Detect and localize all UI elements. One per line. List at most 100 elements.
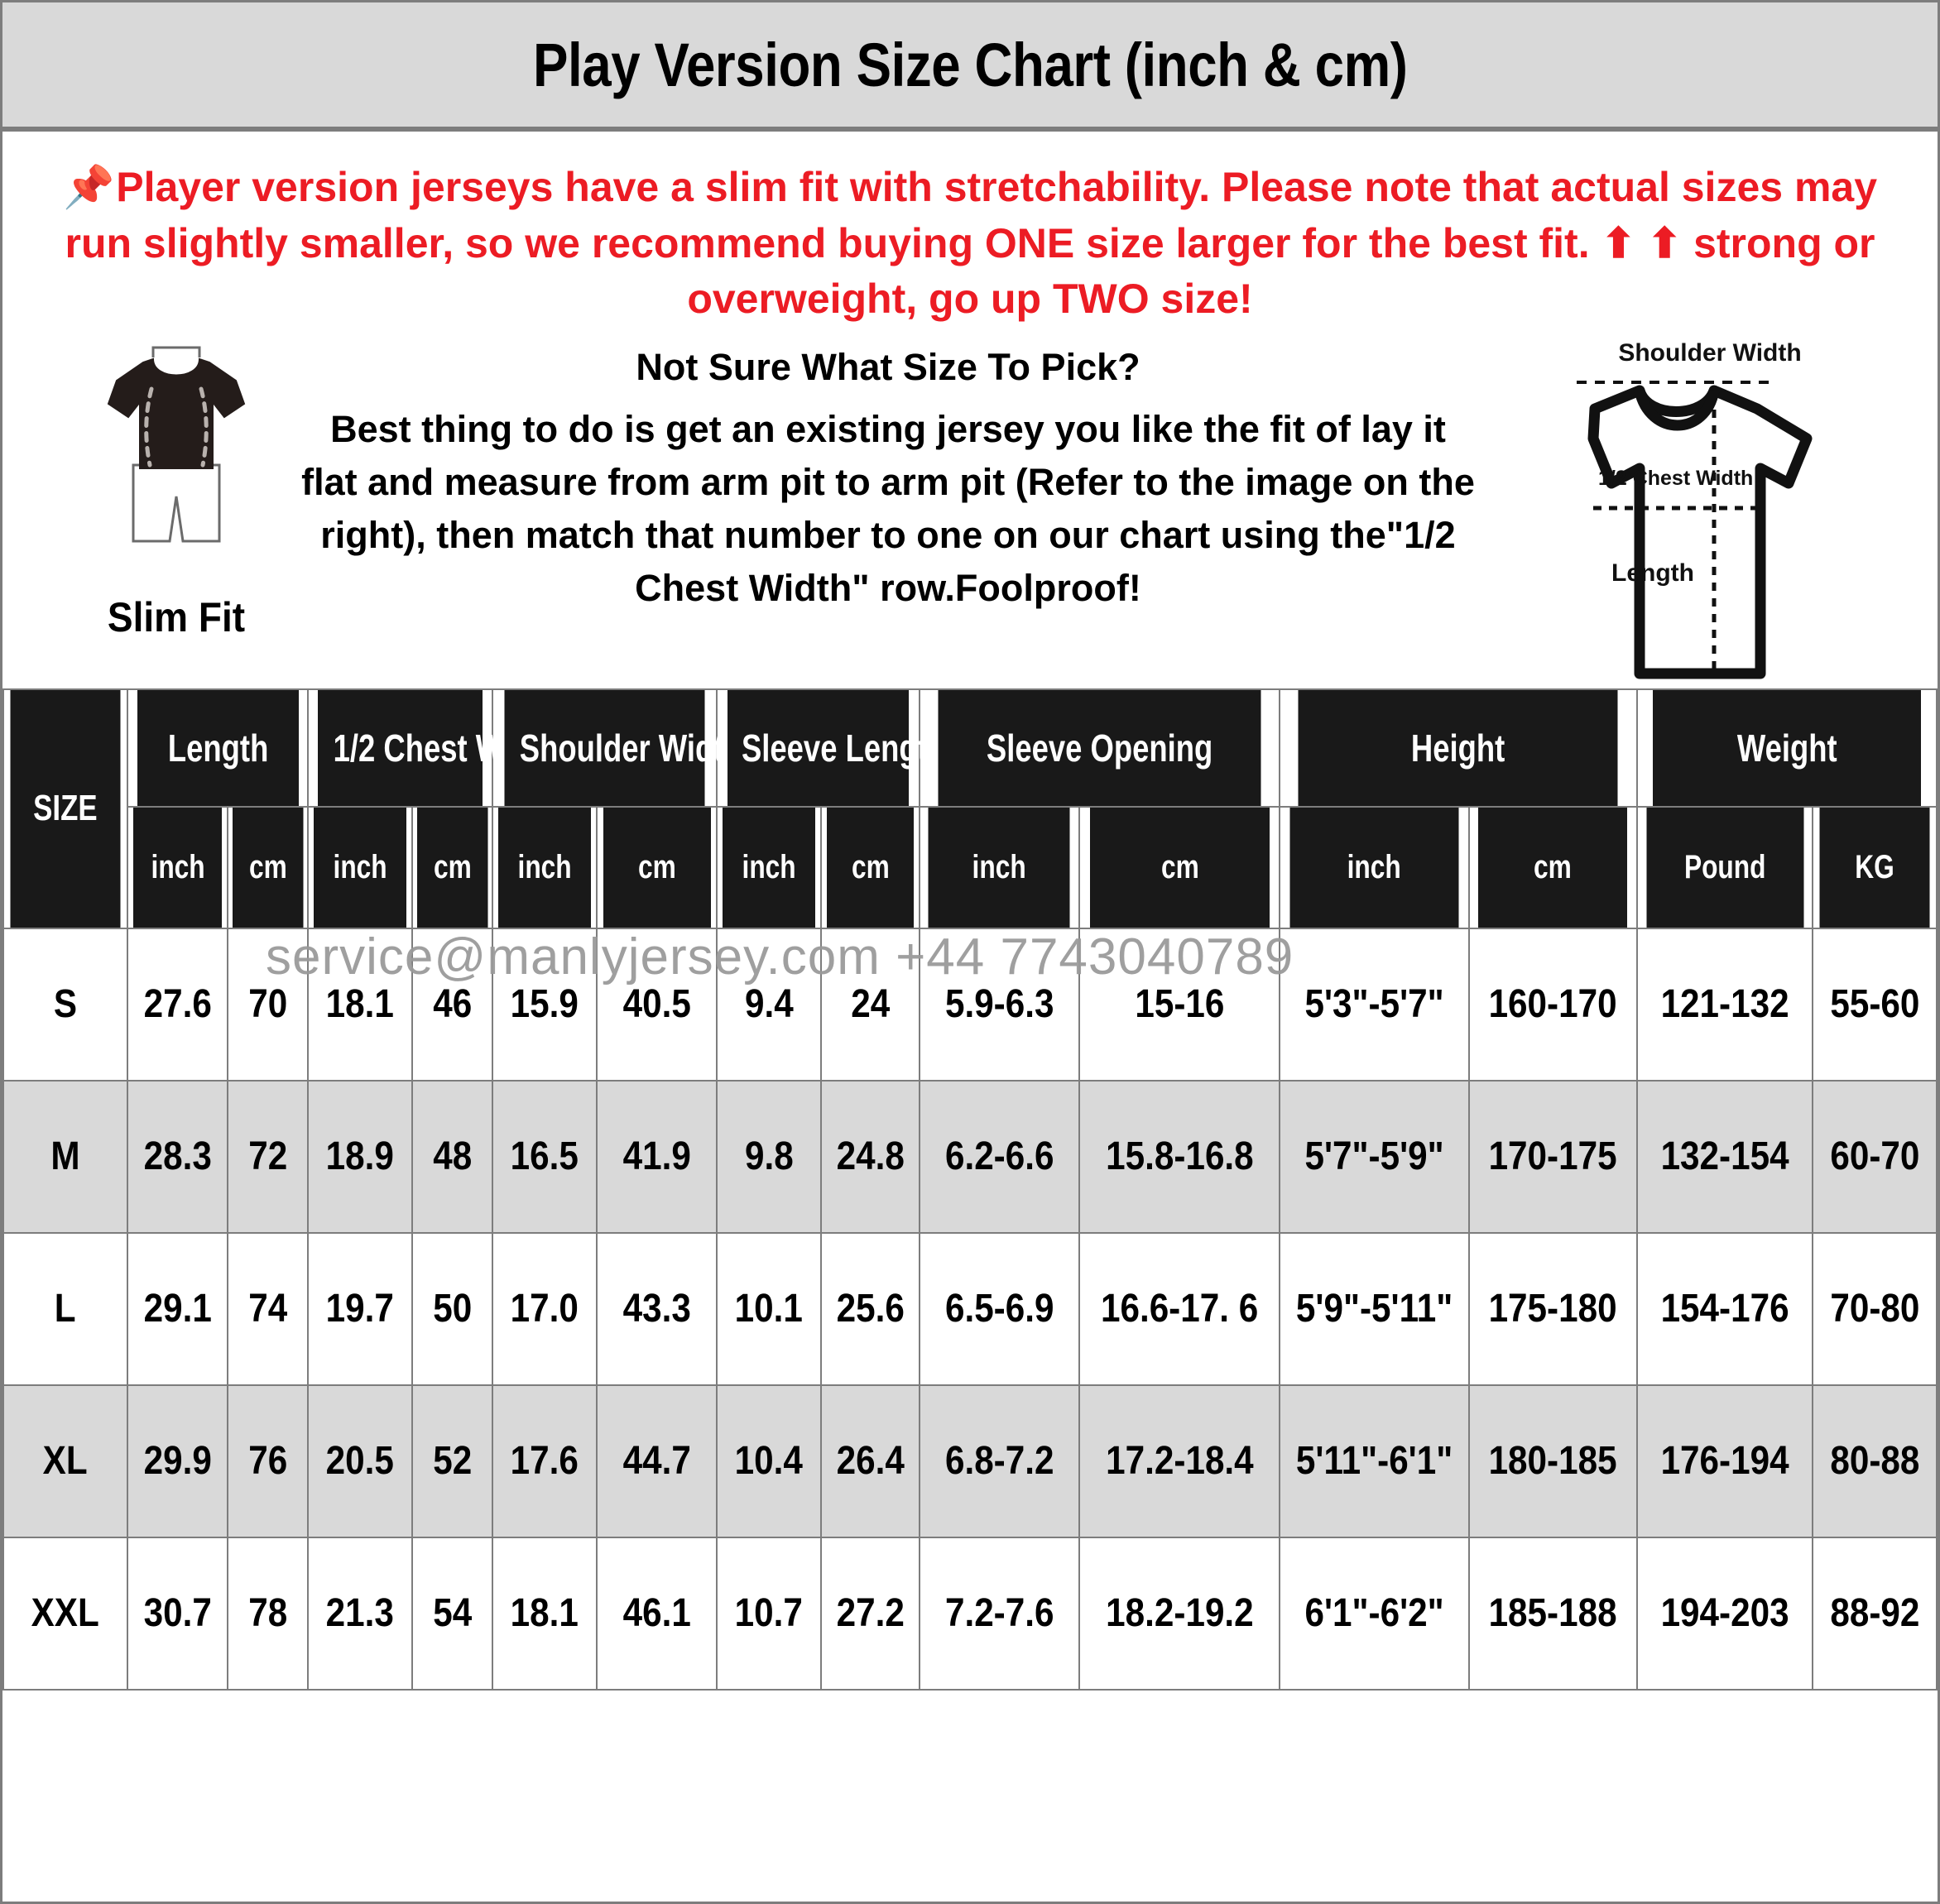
cell-value: 17.6	[492, 1384, 598, 1538]
cell-value: 50	[411, 1231, 494, 1386]
diagram-half-chest-width-label: 1/2 Chest Width	[1598, 467, 1753, 490]
cell-value: 121-132	[1635, 927, 1814, 1081]
cell-value: 6'1"-6'2"	[1279, 1536, 1471, 1691]
cell-value: 18.1	[492, 1536, 598, 1691]
cell-value: 10.4	[716, 1384, 822, 1538]
cell-value: 18.2-19.2	[1078, 1536, 1281, 1691]
cell-value: 26.4	[819, 1384, 921, 1538]
cell-value: 18.1	[307, 927, 413, 1081]
how-to-question: Not Sure What Size To Pick?	[636, 345, 1140, 388]
size-chart-table: SIZE Length 1/2 Chest Width Shoulder Wid…	[2, 688, 1938, 1691]
header-unit-half-chest-cm: cm	[415, 805, 490, 929]
cell-value: 175-180	[1468, 1231, 1638, 1386]
cell-value: 10.1	[716, 1231, 822, 1386]
cell-value: 30.7	[126, 1536, 229, 1691]
cell-value: 180-185	[1468, 1384, 1638, 1538]
guidance-section: Slim Fit Not Sure What Size To Pick? Bes…	[2, 333, 1938, 688]
tshirt-measurement-icon: Shoulder Width 1/2 Chest Width Length	[1515, 333, 1904, 693]
cell-size: L	[2, 1231, 128, 1386]
header-unit-weight-pound: Pound	[1645, 805, 1805, 929]
header-unit-half-chest-inch: inch	[312, 805, 408, 929]
page-title: Play Version Size Chart (inch & cm)	[532, 30, 1408, 99]
cell-value: 46	[411, 927, 494, 1081]
cell-value: 52	[411, 1384, 494, 1538]
cell-value: 28.3	[126, 1079, 229, 1234]
cell-value: 20.5	[307, 1384, 413, 1538]
cell-value: 17.0	[492, 1231, 598, 1386]
cell-value: 44.7	[595, 1384, 718, 1538]
cell-value: 24	[819, 927, 921, 1081]
header-group-sleeve-length: Sleeve Length	[726, 688, 946, 808]
header-group-shoulder-width: Shoulder Width	[502, 688, 742, 808]
cell-value: 60-70	[1812, 1079, 1938, 1234]
cell-value: 80-88	[1812, 1384, 1938, 1538]
header-unit-sleeve-opening-inch: inch	[926, 805, 1072, 929]
table-header-units: inch cm inch cm inch cm inch cm inch cm …	[3, 805, 1937, 929]
cell-value: 24.8	[819, 1079, 921, 1234]
cell-value: 25.6	[819, 1231, 921, 1386]
cell-value: 29.9	[126, 1384, 229, 1538]
cell-value: 41.9	[595, 1079, 718, 1234]
header-unit-sleeve-length-cm: cm	[824, 805, 916, 929]
cell-value: 6.8-7.2	[919, 1384, 1080, 1538]
table-row: S 27.6 70 18.1 46 15.9 40.5 9.4 24 5.9-6…	[2, 927, 1938, 1081]
cell-value: 76	[227, 1384, 310, 1538]
cell-value: 48	[411, 1079, 494, 1234]
cell-value: 6.5-6.9	[919, 1231, 1080, 1386]
slim-fit-block: Slim Fit	[52, 341, 300, 641]
pushpin-icon: 📌	[62, 164, 115, 210]
cell-value: 46.1	[595, 1536, 718, 1691]
how-to-body: Best thing to do is get an existing jers…	[301, 408, 1475, 610]
header-group-half-chest-width: 1/2 Chest Width	[316, 688, 559, 808]
cell-value: 27.2	[819, 1536, 921, 1691]
cell-value: 55-60	[1812, 927, 1938, 1081]
diagram-shoulder-width-label: Shoulder Width	[1618, 339, 1801, 367]
cell-value: 10.7	[716, 1536, 822, 1691]
cell-value: 5'7"-5'9"	[1279, 1079, 1471, 1234]
cell-value: 9.8	[716, 1079, 822, 1234]
header-unit-sleeve-length-inch: inch	[721, 805, 817, 929]
cell-value: 43.3	[595, 1231, 718, 1386]
table-row: L 29.1 74 19.7 50 17.0 43.3 10.1 25.6 6.…	[2, 1231, 1938, 1386]
sizing-notice-text: Player version jerseys have a slim fit w…	[65, 164, 1878, 322]
header-unit-shoulder-cm: cm	[601, 805, 712, 929]
cell-size: M	[2, 1079, 128, 1234]
cell-value: 6.2-6.6	[919, 1079, 1080, 1234]
cell-value: 176-194	[1635, 1384, 1814, 1538]
cell-value: 16.6-17. 6	[1078, 1231, 1281, 1386]
cell-value: 154-176	[1635, 1231, 1814, 1386]
header-unit-shoulder-inch: inch	[497, 805, 593, 929]
slim-fit-label: Slim Fit	[107, 593, 246, 640]
cell-value: 5.9-6.3	[919, 927, 1080, 1081]
header-group-weight: Weight	[1650, 688, 1923, 808]
cell-value: 132-154	[1635, 1079, 1814, 1234]
cell-value: 9.4	[716, 927, 822, 1081]
diagram-length-label: Length	[1611, 559, 1694, 587]
header-size: SIZE	[8, 688, 122, 929]
header-group-sleeve-opening: Sleeve Opening	[937, 688, 1263, 808]
cell-value: 74	[227, 1231, 310, 1386]
cell-value: 5'3"-5'7"	[1279, 927, 1471, 1081]
cell-value: 7.2-7.6	[919, 1536, 1080, 1691]
header-group-length: Length	[135, 688, 300, 808]
header-unit-sleeve-opening-cm: cm	[1088, 805, 1271, 929]
cell-value: 40.5	[595, 927, 718, 1081]
cell-value: 21.3	[307, 1536, 413, 1691]
cell-value: 78	[227, 1536, 310, 1691]
table-row: XL 29.9 76 20.5 52 17.6 44.7 10.4 26.4 6…	[2, 1384, 1938, 1538]
table-header-groups: SIZE Length 1/2 Chest Width Shoulder Wid…	[3, 688, 1937, 929]
cell-value: 16.5	[492, 1079, 598, 1234]
cell-size: XL	[2, 1384, 128, 1538]
cell-value: 194-203	[1635, 1536, 1814, 1691]
cell-value: 170-175	[1468, 1079, 1638, 1234]
cell-value: 160-170	[1468, 927, 1638, 1081]
cell-value: 29.1	[126, 1231, 229, 1386]
cell-value: 70-80	[1812, 1231, 1938, 1386]
header-unit-length-cm: cm	[231, 805, 305, 929]
header-unit-height-inch: inch	[1288, 805, 1461, 929]
chart-title-bar: Play Version Size Chart (inch & cm)	[2, 2, 1938, 132]
sizing-notice: 📌Player version jerseys have a slim fit …	[2, 132, 1938, 333]
how-to-measure-block: Not Sure What Size To Pick? Best thing t…	[300, 341, 1476, 615]
cell-value: 70	[227, 927, 310, 1081]
